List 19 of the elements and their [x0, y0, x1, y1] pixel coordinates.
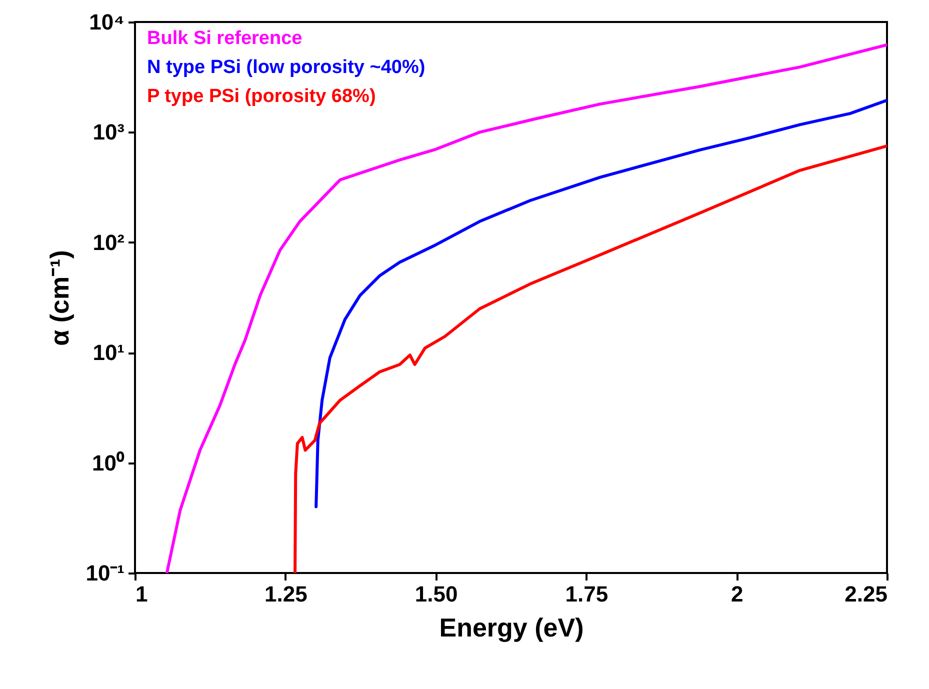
- x-axis-title: Energy (eV): [439, 612, 584, 642]
- line-series: [165, 43, 887, 573]
- text: N type PSi (low porosity ~40%): [147, 57, 426, 78]
- x-tick-label: 1.25: [264, 582, 308, 606]
- text: Bulk Si reference: [147, 28, 302, 49]
- y-tick-label: 10²: [92, 230, 124, 255]
- y-tick-label: 10¹: [92, 340, 124, 366]
- x-tick-label: 2.25: [844, 582, 888, 606]
- y-tick-label: 10⁰: [92, 450, 124, 476]
- line-series: [294, 144, 887, 573]
- x-tick-label: 2: [730, 582, 744, 606]
- x-tick-label: 1.75: [565, 582, 608, 606]
- y-tick-label: 10³: [92, 120, 124, 145]
- y-tick-label: 10⁻¹: [86, 560, 124, 586]
- x-tick-label: 1: [136, 582, 148, 606]
- y-tick-label: 10⁴: [89, 10, 124, 34]
- y-axis-title: α (cm⁻¹): [44, 250, 75, 346]
- x-tick-label: 1.50: [414, 582, 458, 606]
- text: P type PSi (porosity 68%): [147, 86, 376, 107]
